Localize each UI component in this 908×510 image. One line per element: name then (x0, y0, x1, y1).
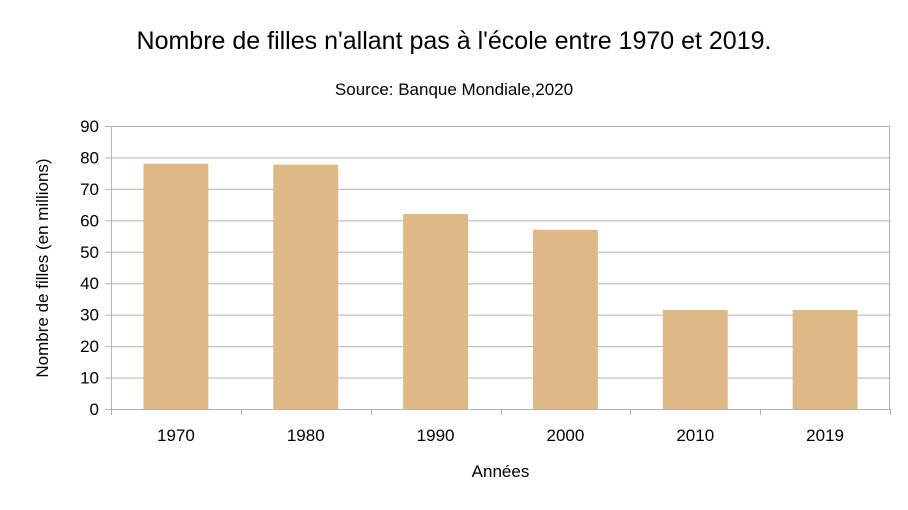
x-tick-label: 2010 (676, 426, 714, 445)
gridlines (111, 126, 890, 409)
y-tick-label: 50 (80, 243, 99, 262)
y-tick-label: 10 (80, 369, 99, 388)
bar-1970 (143, 163, 209, 409)
bar-2019 (792, 309, 858, 409)
bar-1980 (273, 164, 339, 409)
x-tick-label: 2019 (806, 426, 844, 445)
bars (143, 163, 858, 409)
x-tick-label: 2000 (547, 426, 585, 445)
bar-1990 (403, 214, 469, 409)
y-tick-label: 40 (80, 274, 99, 293)
y-tick-label: 0 (90, 400, 99, 419)
y-tick-label: 30 (80, 306, 99, 325)
y-tick-label: 90 (80, 117, 99, 136)
y-tick-label: 70 (80, 180, 99, 199)
chart-subtitle: Source: Banque Mondiale,2020 (334, 80, 574, 99)
y-tick-label: 60 (80, 211, 99, 230)
bar-2000 (532, 229, 598, 409)
bar-2010 (662, 309, 728, 409)
y-tick-label: 20 (80, 337, 99, 356)
x-axis-label: Années (472, 462, 530, 481)
x-tick-label: 1980 (287, 426, 325, 445)
axes (105, 126, 891, 415)
y-axis-label: Nombre de filles (en millions) (33, 158, 52, 377)
y-tick-label: 80 (80, 148, 99, 167)
x-tick-label: 1970 (157, 426, 195, 445)
x-tick-label: 1990 (417, 426, 455, 445)
chart-title: Nombre de filles n'allant pas à l'école … (136, 27, 772, 55)
tick-labels: 0 10 20 30 40 50 60 70 80 90 1970 1980 1990 2000 2010 2… (80, 117, 844, 445)
